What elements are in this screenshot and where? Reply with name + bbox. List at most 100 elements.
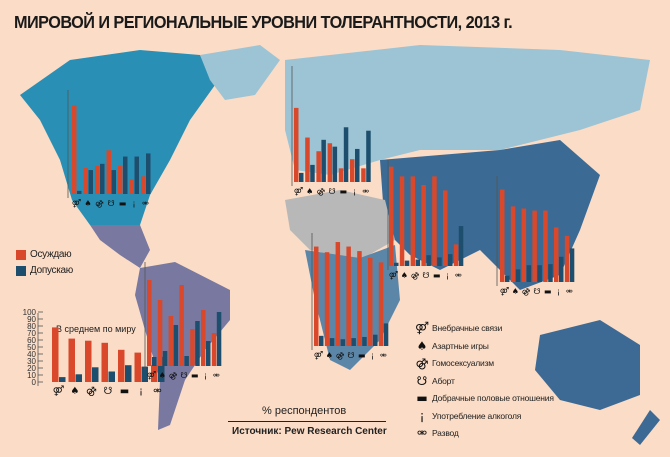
divorce-icon: ⚮ — [566, 287, 573, 296]
alcohol-icon: ¡ — [204, 371, 207, 380]
bar-accept — [448, 254, 453, 266]
region-central-america — [90, 225, 150, 268]
bar-condemn — [168, 316, 174, 366]
chart-title: В среднем по миру — [56, 324, 136, 334]
bar-accept — [158, 356, 165, 382]
bar-accept — [206, 341, 211, 366]
bar-condemn — [85, 340, 92, 382]
bar-accept — [319, 335, 324, 346]
bar-condemn — [118, 349, 125, 382]
bar-accept — [351, 338, 356, 346]
bar-accept — [404, 260, 410, 266]
bar-accept — [299, 172, 304, 182]
bar-accept — [321, 139, 326, 182]
bar-condemn — [357, 251, 362, 346]
y-tick-label: 100 — [23, 308, 37, 317]
premarital-sex-icon: ▬ — [120, 386, 129, 397]
bar-accept — [505, 275, 510, 282]
bar-accept — [77, 190, 82, 194]
bar-condemn — [151, 365, 158, 382]
page-title: МИРОВОЙ И РЕГИОНАЛЬНЫЕ УРОВНИ ТОЛЕРАНТНО… — [14, 12, 513, 32]
y-tick-label: 70 — [27, 329, 36, 338]
bar-accept — [426, 255, 431, 266]
gambling-cards-icon: ♠ — [306, 187, 313, 196]
bar-condemn — [190, 329, 195, 366]
adultery-icon: ⚤ — [414, 321, 430, 335]
bar-accept — [537, 265, 542, 282]
bar-condemn — [211, 333, 217, 366]
category-label: Азартные игры — [432, 340, 489, 351]
bar-condemn — [118, 165, 123, 194]
bar-accept — [332, 146, 338, 182]
premarital-sex-icon: ▬ — [416, 391, 428, 405]
bar-condemn — [532, 210, 537, 282]
bar-accept — [343, 127, 349, 182]
adultery-icon: ⚤ — [53, 385, 65, 397]
adultery-icon: ⚤ — [314, 350, 324, 360]
homosexuality-icon: ⚣ — [415, 356, 429, 370]
homosexuality-icon: ⚣ — [169, 371, 178, 380]
bar-accept — [355, 148, 360, 182]
category-label: Гомосексуализм — [432, 358, 494, 368]
alcohol-icon: ¡ — [446, 271, 449, 280]
bar-accept — [329, 338, 335, 346]
y-tick-label: 50 — [27, 343, 36, 352]
bar-accept — [75, 374, 82, 382]
adultery-icon: ⚤ — [72, 198, 82, 208]
bar-accept — [123, 156, 128, 194]
bar-accept — [383, 323, 389, 346]
gambling-cards-icon: ♠ — [512, 287, 519, 296]
bar-accept — [125, 365, 132, 382]
region-europe-russia — [285, 45, 650, 175]
gambling-cards-icon: ♠ — [326, 351, 333, 360]
premarital-sex-icon: ▬ — [544, 287, 552, 296]
gambling-cards-icon: ♠ — [71, 386, 80, 397]
bar-accept — [458, 226, 464, 266]
gambling-cards-icon: ♠ — [84, 199, 91, 208]
legend-label-condemn: Осуждаю — [30, 249, 72, 260]
category-label: Внебрачные связи — [432, 323, 503, 333]
y-tick-label: 20 — [27, 364, 36, 373]
bar-condemn — [129, 179, 134, 194]
bar-condemn — [368, 257, 373, 346]
bar-condemn — [72, 105, 77, 194]
bar-condemn — [52, 327, 59, 382]
adultery-icon: ⚤ — [147, 370, 157, 380]
bar-accept — [559, 256, 564, 282]
divorce-icon: ⚮ — [455, 271, 462, 280]
region-australia — [535, 320, 640, 410]
homosexuality-icon: ⚣ — [336, 351, 345, 360]
bar-accept — [437, 257, 442, 266]
adultery-icon: ⚤ — [294, 186, 304, 196]
bar-condemn — [521, 208, 527, 282]
y-tick-label: 10 — [27, 371, 36, 380]
legend-swatch-condemn — [16, 250, 26, 260]
source-label: Источник: Pew Research Center — [232, 426, 387, 437]
region-north-america — [20, 50, 215, 230]
abortion-icon: ☋ — [533, 287, 540, 296]
divorce-icon: ⚮ — [380, 351, 387, 360]
y-tick-label: 80 — [27, 322, 36, 331]
bar-accept — [92, 367, 99, 382]
homosexuality-icon: ⚣ — [317, 187, 326, 196]
bar-condemn — [101, 342, 108, 382]
region-north-africa — [285, 190, 395, 260]
alcohol-icon: ¡ — [139, 386, 143, 397]
bar-accept — [173, 325, 179, 366]
premarital-sex-icon: ▬ — [119, 199, 127, 208]
bar-accept — [415, 259, 421, 266]
y-tick-label: 0 — [32, 378, 37, 387]
legend-label-accept: Допускаю — [30, 265, 74, 276]
bar-condemn — [179, 285, 184, 366]
bar-accept — [59, 377, 66, 382]
bar-condemn — [95, 165, 100, 194]
bar-condemn — [500, 189, 505, 282]
category-label: Употребление алкоголя — [432, 410, 522, 421]
bar-condemn — [543, 210, 548, 282]
divorce-icon: ⚮ — [362, 187, 369, 196]
bar-accept — [162, 351, 168, 366]
premarital-sex-icon: ▬ — [340, 187, 348, 196]
adultery-icon: ⚤ — [389, 270, 399, 280]
divorce-icon: ⚮ — [416, 426, 428, 440]
